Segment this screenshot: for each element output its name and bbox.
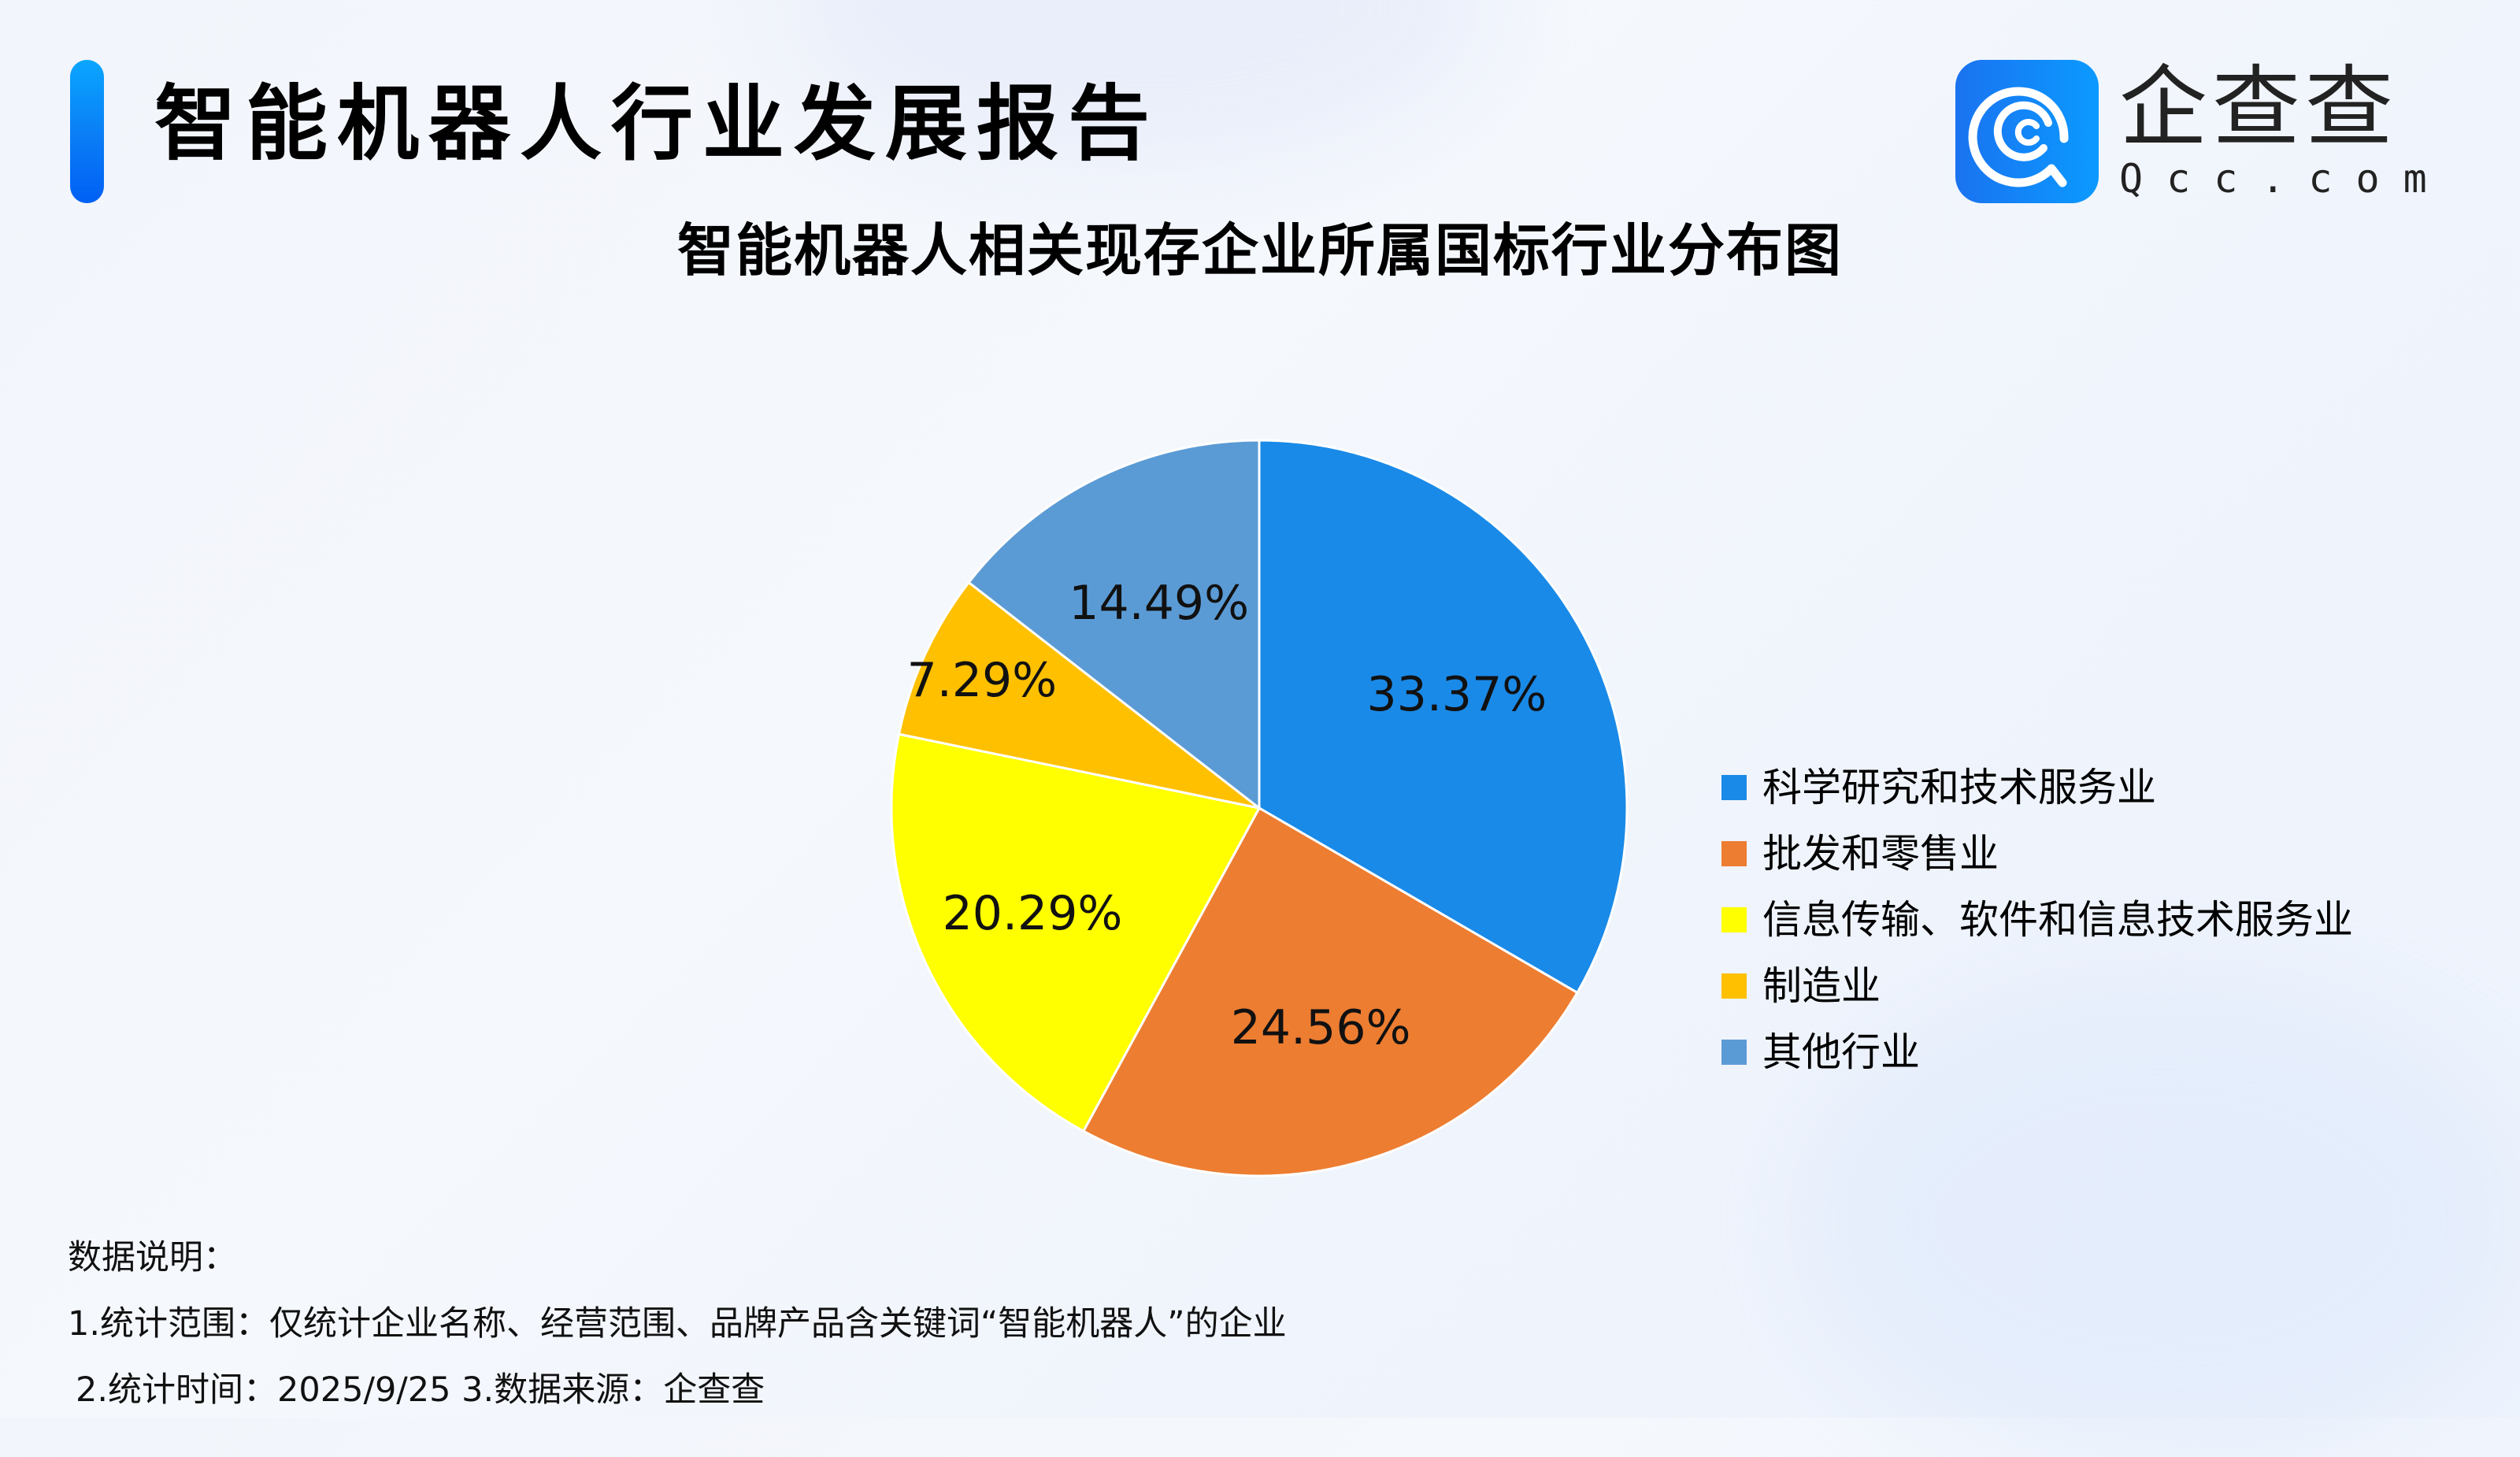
legend-swatch-icon [1721,775,1747,800]
legend-label: 信息传输、软件和信息技术服务业 [1762,897,2353,943]
legend-item: 科学研究和技术服务业 [1721,754,2353,821]
legend-label: 科学研究和技术服务业 [1762,765,2156,810]
pie-slice-label: 20.29% [942,885,1123,941]
legend-label: 其他行业 [1762,1029,1920,1075]
qcc-logo: 企查查 Qcc.com [1955,60,2451,203]
pie-slice [967,439,1261,811]
chart-legend: 科学研究和技术服务业 批发和零售业 信息传输、软件和信息技术服务业 制造业 其他… [1721,754,2353,1085]
pie-slice-label: 14.49% [1069,575,1250,631]
legend-swatch-icon [1721,1040,1747,1065]
pie-slice-label: 7.29% [906,652,1058,708]
pie-slice-label: 24.56% [1230,999,1411,1055]
pie-slice-label: 33.37% [1366,666,1547,722]
logo-name-cn: 企查查 [2119,57,2398,159]
pie-slice [1258,439,1629,995]
chart-title: 智能机器人相关现存企业所属国标行业分布图 [676,217,1843,284]
pie-slice [1081,806,1579,1177]
logo-name-en: Qcc.com [2119,156,2451,202]
title-accent-bar [70,60,104,203]
legend-swatch-icon [1721,973,1747,999]
data-notes: 数据说明： 1.统计范围：仅统计企业名称、经营范围、品牌产品含关键词“智能机器人… [68,1225,1287,1423]
qcc-logo-icon [1955,60,2099,203]
report-title: 智能机器人行业发展报告 [154,76,1160,172]
legend-item: 信息传输、软件和信息技术服务业 [1721,887,2353,953]
legend-item: 批发和零售业 [1721,821,2353,887]
legend-swatch-icon [1721,907,1747,932]
legend-swatch-icon [1721,841,1747,866]
legend-item: 制造业 [1721,953,2353,1019]
notes-heading: 数据说明： [68,1238,237,1277]
legend-label: 制造业 [1762,963,1881,1009]
legend-label: 批发和零售业 [1762,831,1999,877]
pie-slice [890,732,1262,1133]
legend-item: 其他行业 [1721,1019,2353,1085]
notes-time-source: 2.统计时间：2025/9/25 3.数据来源：企查查 [76,1370,765,1410]
pie-chart [890,439,1629,1177]
pie-slice [897,580,1260,810]
notes-scope: 1.统计范围：仅统计企业名称、经营范围、品牌产品含关键词“智能机器人”的企业 [68,1304,1287,1344]
